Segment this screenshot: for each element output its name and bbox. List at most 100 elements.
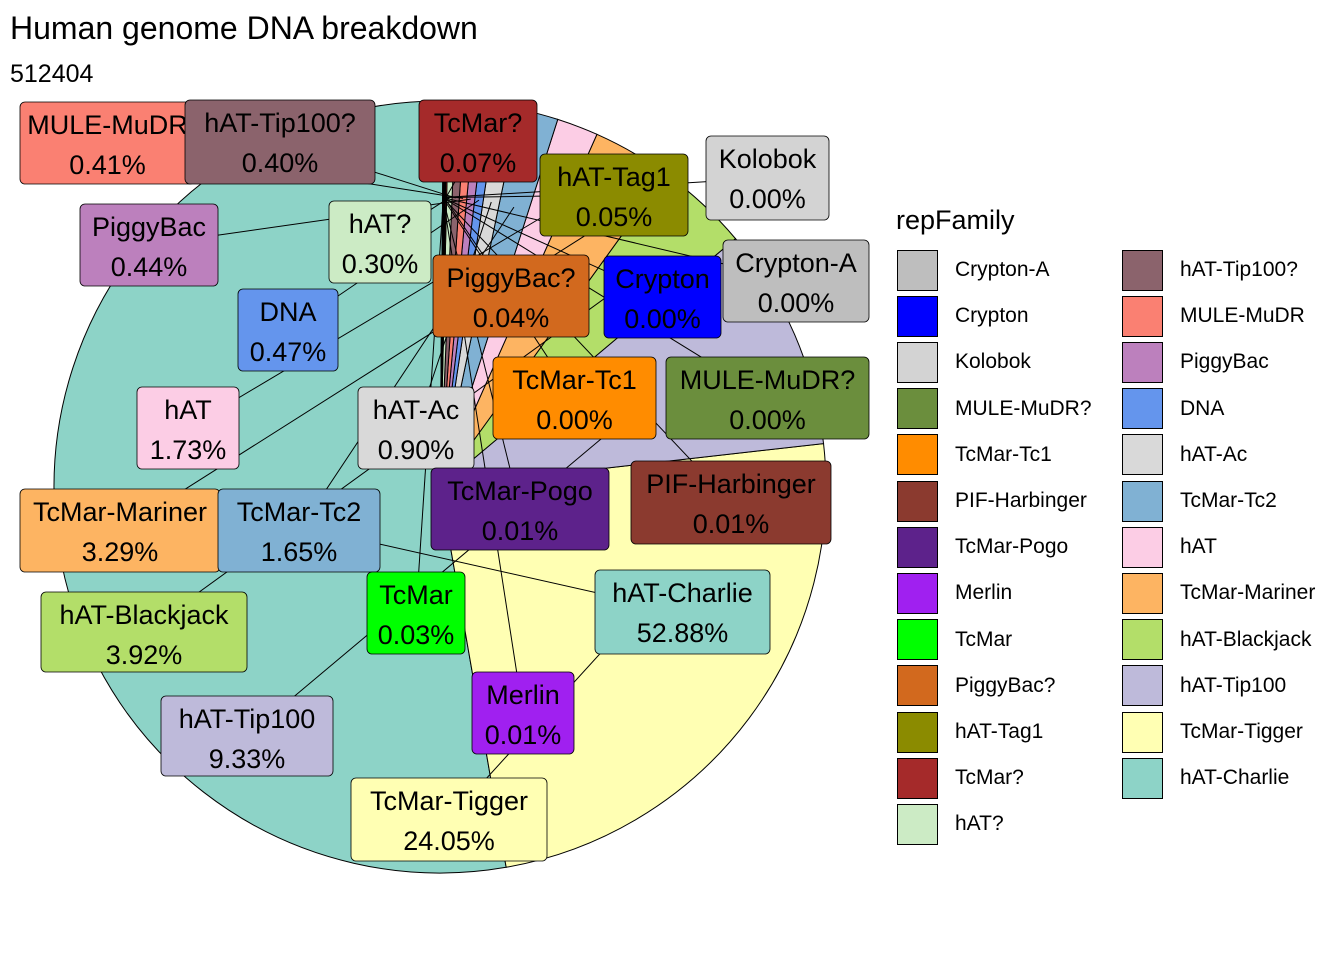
label-crypton: Crypton 0.00%	[603, 255, 722, 339]
label-merlin: Merlin 0.01%	[471, 671, 575, 755]
legend-label-tcmar-q: TcMar?	[955, 766, 1024, 790]
legend-item-kolobok: Kolobok	[897, 340, 1031, 384]
legend-label-hat-q: hAT?	[955, 812, 1004, 836]
legend-item-hat-q: hAT?	[897, 802, 1004, 846]
legend-label-hat-ac: hAT-Ac	[1180, 442, 1248, 466]
label-box-tcmar	[366, 571, 466, 655]
label-name-dna: DNA	[259, 297, 316, 327]
legend-label-crypton-a: Crypton-A	[955, 258, 1050, 281]
legend-label-hat-tag1: hAT-Tag1	[955, 720, 1044, 743]
label-value-tcmar-tigger: 24.05%	[403, 826, 495, 856]
legend-item-tcmar-tigger: TcMar-Tigger	[1122, 710, 1303, 754]
pie-labels: hAT-Charlie 52.88% TcMar-Tigger 24.05% hAT-T…	[19, 99, 870, 862]
label-value-kolobok: 0.00%	[729, 184, 806, 214]
label-value-tcmar-tc1: 0.00%	[536, 405, 613, 435]
legend-key-dna	[1122, 388, 1163, 430]
label-value-tcmar: 0.03%	[378, 620, 455, 650]
legend-label-hat: hAT	[1180, 535, 1217, 559]
label-value-hat-tip100-q: 0.40%	[242, 148, 319, 178]
label-box-tcmar-q	[418, 99, 538, 183]
legend-key-tcmar	[897, 619, 938, 661]
legend-key-crypton	[897, 295, 938, 337]
legend-item-tcmar-tc1: TcMar-Tc1	[897, 433, 1052, 477]
legend-item-hat: hAT	[1122, 525, 1217, 569]
label-box-tcmar-tigger	[350, 777, 548, 862]
legend-key-tcmar-mariner	[1122, 572, 1163, 614]
label-name-hat: hAT	[164, 395, 212, 425]
label-value-pif-harbinger: 0.01%	[693, 509, 770, 539]
label-name-merlin: Merlin	[486, 680, 560, 710]
label-value-crypton-a: 0.00%	[758, 288, 835, 318]
label-name-tcmar: TcMar	[379, 580, 453, 610]
legend-item-tcmar-tc2: TcMar-Tc2	[1122, 479, 1277, 523]
legend-key-merlin	[897, 572, 938, 614]
legend-item-dna: DNA	[1122, 387, 1224, 431]
legend-item-crypton-a: Crypton-A	[897, 248, 1050, 292]
legend-label-mule-mudr: MULE-MuDR	[1180, 304, 1305, 328]
legend-key-tcmar-tc2	[1122, 480, 1163, 522]
legend-key-tcmar-pogo	[897, 526, 938, 568]
label-name-hat-q: hAT?	[349, 209, 412, 239]
chart-title: Human genome DNA breakdown	[10, 10, 478, 46]
label-box-kolobok	[705, 135, 830, 221]
legend-item-tcmar: TcMar	[897, 618, 1012, 662]
legend-label-pif-harbinger: PIF-Harbinger	[955, 489, 1087, 512]
legend-item-mule-mudr: MULE-MuDR	[1122, 294, 1305, 338]
label-name-piggybac: PiggyBac	[92, 212, 206, 242]
legend-key-mule-mudr-q	[897, 388, 938, 430]
legend-key-hat-blackjack	[1122, 619, 1163, 661]
label-value-mule-mudr-q: 0.00%	[729, 405, 806, 435]
legend-item-merlin: Merlin	[897, 571, 1012, 615]
label-box-hat-q	[328, 200, 432, 284]
label-value-hat-ac: 0.90%	[378, 435, 455, 465]
label-box-dna	[237, 288, 339, 372]
legend-label-tcmar-tigger: TcMar-Tigger	[1180, 720, 1303, 743]
label-value-tcmar-tc2: 1.65%	[261, 537, 338, 567]
legend-key-tcmar-q	[897, 757, 938, 799]
chart-subtitle: 512404	[10, 60, 94, 88]
label-box-crypton-a	[722, 239, 870, 323]
legend-key-tcmar-tigger	[1122, 711, 1163, 753]
legend-item-tcmar-pogo: TcMar-Pogo	[897, 525, 1068, 569]
legend-item-crypton: Crypton	[897, 294, 1029, 338]
label-value-tcmar-q: 0.07%	[440, 148, 517, 178]
label-box-hat-blackjack	[40, 591, 248, 673]
legend-item-mule-mudr-q: MULE-MuDR?	[897, 387, 1092, 431]
label-value-hat-q: 0.30%	[342, 249, 419, 279]
label-mule-mudr: MULE-MuDR 0.41%	[19, 101, 196, 185]
label-name-kolobok: Kolobok	[719, 144, 817, 174]
label-tcmar-q: TcMar? 0.07%	[418, 99, 538, 183]
label-value-hat-tag1: 0.05%	[576, 202, 653, 232]
label-piggybac: PiggyBac 0.44%	[79, 203, 219, 287]
label-name-hat-tip100-q: hAT-Tip100?	[204, 108, 356, 138]
label-tcmar-tc1: TcMar-Tc1 0.00%	[492, 356, 657, 440]
label-name-hat-tip100: hAT-Tip100	[179, 704, 316, 734]
legend-key-mule-mudr	[1122, 295, 1163, 337]
label-kolobok: Kolobok 0.00%	[705, 135, 830, 221]
label-name-hat-ac: hAT-Ac	[373, 395, 460, 425]
label-name-tcmar-pogo: TcMar-Pogo	[447, 476, 593, 506]
legend-key-hat-tip100	[1122, 665, 1163, 707]
label-tcmar-tc2: TcMar-Tc2 1.65%	[217, 488, 381, 573]
label-dna: DNA 0.47%	[237, 288, 339, 372]
legend-label-tcmar-pogo: TcMar-Pogo	[955, 535, 1069, 559]
legend-key-hat-q	[897, 803, 938, 845]
legend-key-kolobok	[897, 341, 938, 383]
legend-key-hat-charlie	[1122, 757, 1163, 799]
label-value-hat-tip100: 9.33%	[209, 744, 286, 774]
label-hat-tip100-q: hAT-Tip100? 0.40%	[184, 99, 376, 185]
legend-label-dna: DNA	[1180, 396, 1225, 420]
label-name-tcmar-tigger: TcMar-Tigger	[370, 786, 528, 816]
label-box-tcmar-tc2	[217, 488, 381, 573]
label-value-crypton: 0.00%	[624, 304, 701, 334]
label-value-piggybac: 0.44%	[111, 252, 188, 282]
legend-key-hat-ac	[1122, 434, 1163, 476]
legend-key-crypton-a	[897, 249, 938, 291]
label-name-crypton: Crypton	[615, 264, 710, 294]
legend-key-pif-harbinger	[897, 480, 938, 522]
label-name-tcmar-mariner: TcMar-Mariner	[33, 497, 207, 527]
label-mule-mudr-q: MULE-MuDR? 0.00%	[665, 356, 870, 440]
label-tcmar-mariner: TcMar-Mariner 3.29%	[19, 488, 221, 573]
legend-item-hat-ac: hAT-Ac	[1122, 433, 1247, 477]
label-value-hat: 1.73%	[150, 435, 227, 465]
